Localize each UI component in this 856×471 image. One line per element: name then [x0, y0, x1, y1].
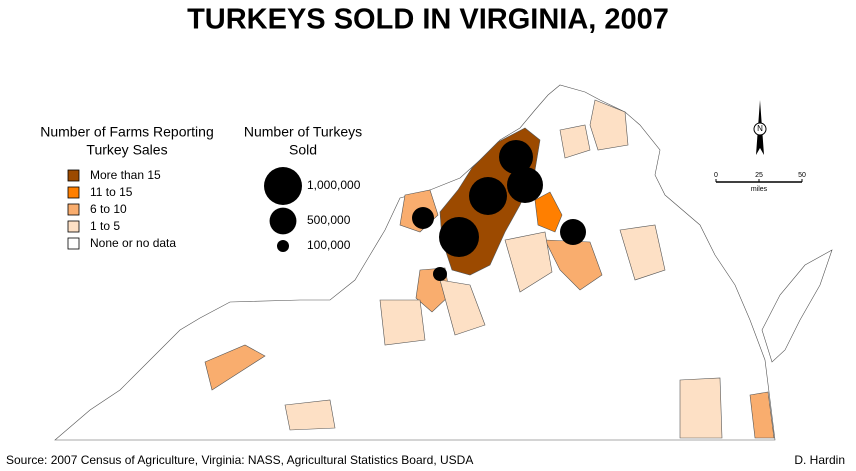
legend-label: 6 to 10 [90, 202, 127, 216]
farms-legend-title: Turkey Sales [86, 142, 167, 158]
eastern-shore [761, 249, 833, 363]
county-6-to-10 [544, 239, 603, 291]
legend-label: 1 to 5 [90, 219, 120, 233]
legend-label: More than 15 [90, 168, 161, 182]
turkey-circle [507, 167, 543, 203]
source: Source: 2007 Census of Agriculture, Virg… [6, 453, 473, 467]
scale-tick-label: 0 [714, 172, 718, 179]
north-circle [753, 122, 767, 136]
county-1-to-5 [379, 299, 426, 346]
north-arrow: N [753, 100, 767, 155]
north-label: N [757, 124, 763, 133]
scale-tick-label: 25 [755, 172, 763, 179]
county-1-to-5 [439, 279, 486, 336]
county-1-to-5 [619, 224, 666, 281]
legend-swatch [67, 186, 80, 199]
legend-label: None or no data [90, 236, 176, 250]
turkeys-legend-title: Number of Turkeys [244, 124, 362, 140]
county-11-to-15 [534, 191, 563, 233]
scale-tick-label: 50 [798, 172, 806, 179]
county-6-to-10 [749, 391, 775, 439]
legend-circle [276, 239, 290, 253]
turkey-circle [439, 217, 479, 257]
county-1-to-5 [679, 377, 723, 439]
legend-circle [269, 207, 297, 235]
legend-label: 11 to 15 [90, 185, 133, 199]
legend-swatch [67, 237, 80, 250]
county-6-to-10 [204, 344, 266, 391]
turkey-circle [499, 140, 533, 174]
county-1-to-5 [504, 231, 553, 293]
scale-bar: 0 25 50 miles [714, 172, 806, 193]
turkey-circle [469, 177, 507, 215]
state-map [54, 84, 833, 441]
turkey-circles [412, 140, 586, 281]
turkeys-legend-title: Sold [289, 142, 317, 158]
turkey-circle [560, 219, 586, 245]
county-1-to-5 [284, 399, 336, 431]
legend-swatch [67, 169, 80, 182]
legend-circle-label: 100,000 [307, 238, 351, 252]
author: D. Hardin [794, 453, 845, 467]
legend-circle-label: 500,000 [307, 213, 351, 227]
scale-unit: miles [751, 186, 768, 193]
turkey-circle [433, 267, 447, 281]
legend-circle [264, 167, 302, 205]
legend-swatch [67, 220, 80, 233]
county-1-to-5 [589, 99, 629, 151]
farms-legend-title: Number of Farms Reporting [40, 124, 214, 140]
legend-swatch [67, 203, 80, 216]
county-1-to-5 [559, 124, 591, 159]
legend-circle-label: 1,000,000 [307, 178, 361, 192]
turkey-circle [412, 207, 434, 229]
title: TURKEYS SOLD IN VIRGINIA, 2007 [187, 4, 669, 36]
